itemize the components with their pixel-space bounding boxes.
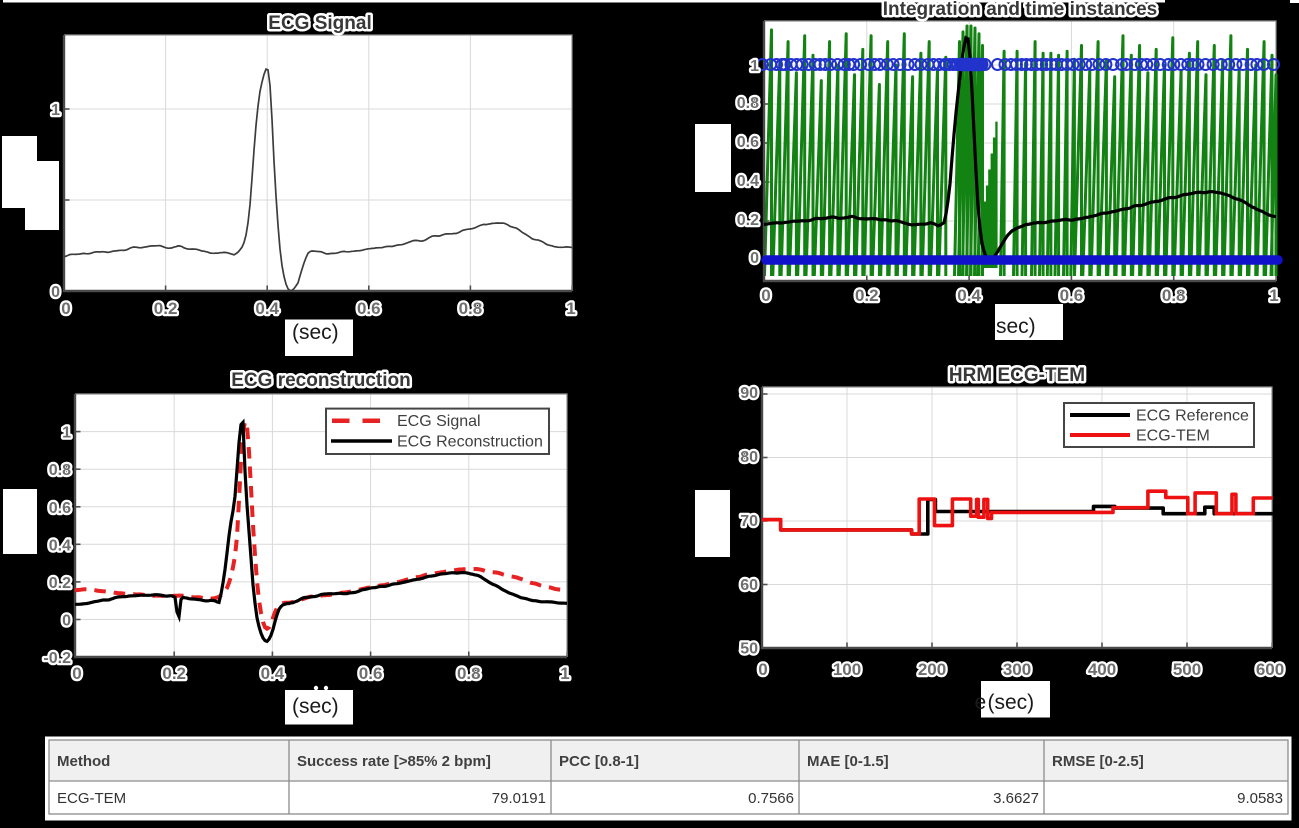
svg-text:Integration and time instances: Integration and time instances xyxy=(883,0,1158,20)
svg-text:1: 1 xyxy=(750,58,759,75)
svg-text:Success rate [>85% 2 bpm]: Success rate [>85% 2 bpm] xyxy=(297,753,491,770)
svg-text:0.6: 0.6 xyxy=(737,134,759,151)
svg-text:sec): sec) xyxy=(996,315,1036,338)
svg-text:ECG Signal: ECG Signal xyxy=(268,13,371,34)
svg-text:Method: Method xyxy=(57,753,110,770)
svg-text:0.4: 0.4 xyxy=(737,173,759,190)
svg-text:0.8: 0.8 xyxy=(457,664,481,683)
svg-text:300: 300 xyxy=(1003,660,1031,679)
svg-text:ECG Reconstruction: ECG Reconstruction xyxy=(397,434,543,451)
svg-text:0.7566: 0.7566 xyxy=(748,790,794,807)
svg-text:9.0583: 9.0583 xyxy=(1237,790,1283,807)
svg-text:0.2: 0.2 xyxy=(154,299,178,318)
svg-text:90: 90 xyxy=(740,385,758,402)
svg-text:0.2: 0.2 xyxy=(855,286,879,305)
svg-text:0.8: 0.8 xyxy=(49,462,71,479)
svg-text:0.6: 0.6 xyxy=(357,299,381,318)
svg-text:60: 60 xyxy=(740,577,758,594)
svg-text:0.2: 0.2 xyxy=(162,664,186,683)
svg-text:(sec): (sec) xyxy=(988,691,1035,714)
svg-text:ECG reconstruction: ECG reconstruction xyxy=(231,370,410,391)
svg-text:0.4: 0.4 xyxy=(957,286,981,305)
svg-text:HRM ECG-TEM: HRM ECG-TEM xyxy=(949,365,1085,386)
svg-text:ECG Reference: ECG Reference xyxy=(1136,408,1249,425)
svg-text:0: 0 xyxy=(62,613,71,630)
svg-text:400: 400 xyxy=(1088,660,1116,679)
svg-text:0.2: 0.2 xyxy=(49,575,71,592)
svg-text:MAE [0-1.5]: MAE [0-1.5] xyxy=(807,753,889,770)
svg-text:0: 0 xyxy=(61,299,70,318)
svg-text:200: 200 xyxy=(918,660,946,679)
svg-text:0: 0 xyxy=(761,286,770,305)
svg-text:0.2: 0.2 xyxy=(737,212,759,229)
svg-text:0: 0 xyxy=(51,284,60,301)
svg-text:70: 70 xyxy=(740,513,758,530)
svg-text:e: e xyxy=(975,691,987,714)
svg-text:0.8: 0.8 xyxy=(737,95,759,112)
svg-text:80: 80 xyxy=(740,449,758,466)
svg-text:ECG-TEM: ECG-TEM xyxy=(57,790,126,807)
svg-text:0: 0 xyxy=(72,664,81,683)
svg-text:(sec): (sec) xyxy=(292,321,339,344)
svg-text:0.6: 0.6 xyxy=(1060,286,1084,305)
svg-text:79.0191: 79.0191 xyxy=(492,790,546,807)
svg-text:RMSE [0-2.5]: RMSE [0-2.5] xyxy=(1052,753,1144,770)
svg-text:1: 1 xyxy=(62,425,71,442)
svg-text:3.6627: 3.6627 xyxy=(993,790,1039,807)
svg-text:0.6: 0.6 xyxy=(49,500,71,517)
svg-text:500: 500 xyxy=(1173,660,1201,679)
svg-text:-0.2: -0.2 xyxy=(43,650,71,667)
svg-text:1: 1 xyxy=(566,299,575,318)
svg-text:1: 1 xyxy=(51,102,60,119)
svg-text:0.4: 0.4 xyxy=(49,537,71,554)
svg-text:600: 600 xyxy=(1256,660,1284,679)
svg-text:0.6: 0.6 xyxy=(359,664,383,683)
svg-text:0.4: 0.4 xyxy=(261,664,285,683)
svg-text:PCC [0.8-1]: PCC [0.8-1] xyxy=(559,753,639,770)
svg-text:(sec): (sec) xyxy=(292,695,339,718)
svg-text:1: 1 xyxy=(1269,286,1278,305)
svg-text:1: 1 xyxy=(560,664,569,683)
svg-text:0.4: 0.4 xyxy=(255,299,279,318)
svg-text:0.8: 0.8 xyxy=(459,299,483,318)
svg-text:0.8: 0.8 xyxy=(1162,286,1186,305)
svg-text:50: 50 xyxy=(740,641,758,658)
svg-text:ECG-TEM: ECG-TEM xyxy=(1136,428,1210,445)
svg-text:0: 0 xyxy=(750,250,759,267)
svg-text:100: 100 xyxy=(833,660,861,679)
svg-text:ECG Signal: ECG Signal xyxy=(397,413,481,430)
svg-text:0: 0 xyxy=(758,660,767,679)
